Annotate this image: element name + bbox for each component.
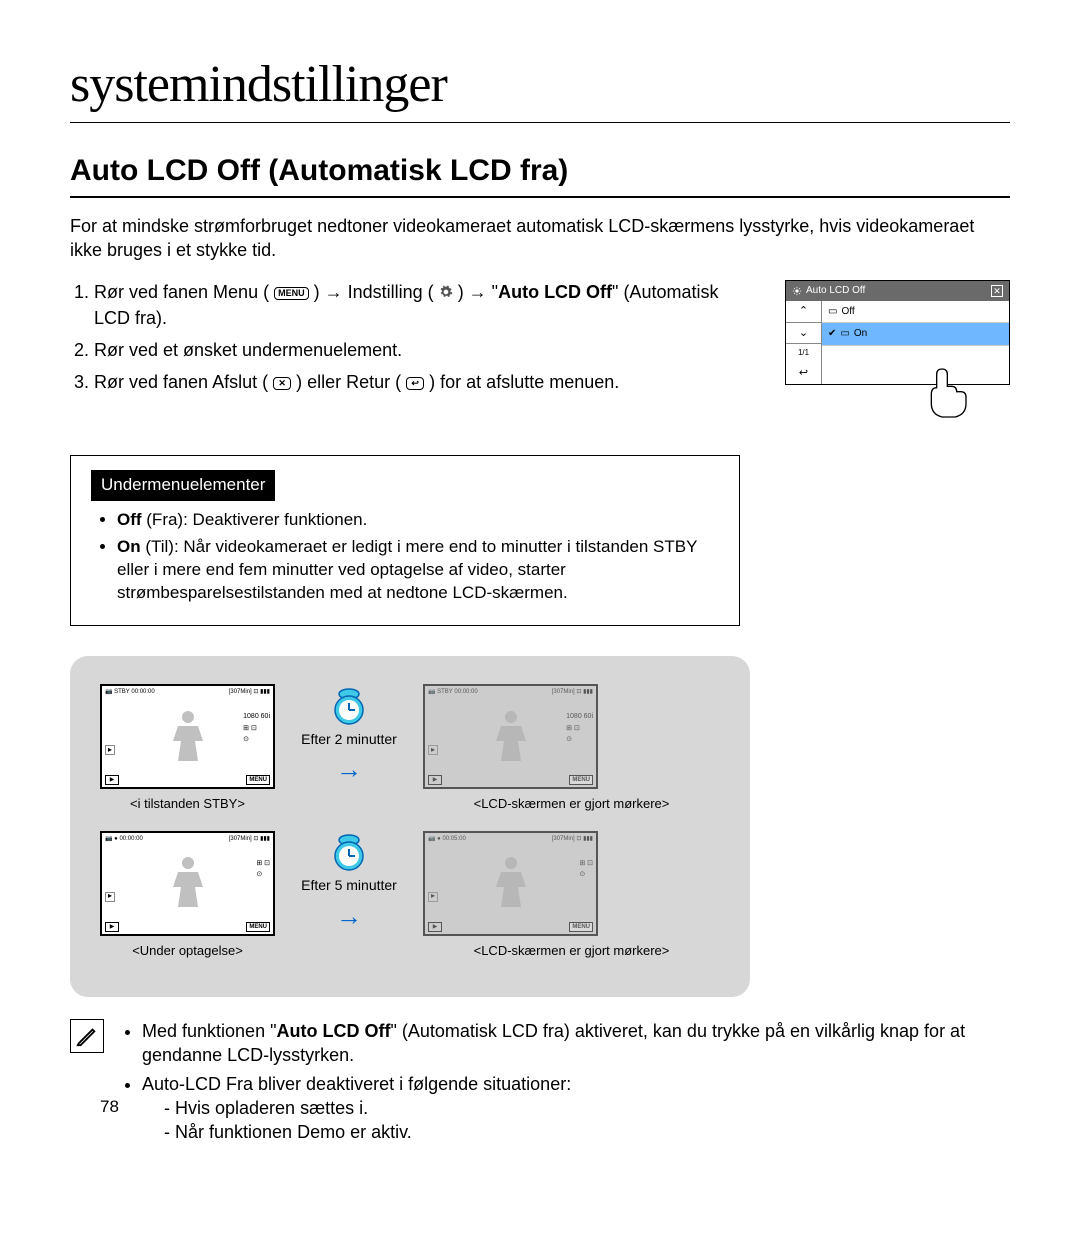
clock-icon (329, 686, 369, 726)
page-indicator: 1/1 (786, 344, 821, 363)
arrow-icon: → (336, 752, 362, 787)
close-icon: ✕ (991, 285, 1003, 297)
submenu-title: Undermenuelementer (91, 470, 275, 501)
caption-stby: <i tilstanden STBY> (100, 795, 275, 813)
step-3: Rør ved fanen Afslut ( ✕ ) eller Retur (… (94, 370, 755, 394)
page-header: systemindstillinger (70, 50, 1010, 123)
diagram-panel: 📷 STBY 00:00:00 [307Min] ⊡ ▮▮▮ 1080 60i⊞… (70, 656, 750, 997)
submenu-on: On (Til): Når videokameraet er ledigt i … (117, 536, 719, 605)
submenu-off: Off (Fra): Deaktiverer funktionen. (117, 509, 719, 532)
note-section: Med funktionen "Auto LCD Off" (Automatis… (70, 1019, 1010, 1148)
caption-dark-1: <LCD-skærmen er gjort mørkere> (423, 795, 720, 813)
page-number: 78 (100, 1096, 119, 1119)
caption-rec: <Under optagelse> (100, 942, 275, 960)
steps-list: Rør ved fanen Menu ( MENU ) → Indstillin… (70, 280, 755, 427)
lcd-rec: 📷 ● 00:00:00 [307Min] ⊡ ▮▮▮ ⊞ ⊡⊙ ▸ ▶ MEN… (100, 831, 275, 936)
mini-screen-preview: Auto LCD Off ✕ ⌃ ⌄ 1/1 ↩ ▭Off ✔ ▭On (785, 280, 1010, 427)
caption-dark-2: <LCD-skærmen er gjort mørkere> (423, 942, 720, 960)
submenu-box: Undermenuelementer Off (Fra): Deaktivere… (70, 455, 740, 626)
option-off: ▭Off (822, 301, 1009, 324)
step-1: Rør ved fanen Menu ( MENU ) → Indstillin… (94, 280, 755, 330)
step-2: Rør ved et ønsket undermenuelement. (94, 338, 755, 362)
play-icon: ▶ (105, 775, 119, 785)
option-on: ✔ ▭On (822, 323, 1009, 346)
gear-icon (792, 286, 802, 296)
silhouette-icon (163, 706, 213, 766)
back-button: ↩ (786, 363, 821, 384)
lcd-stby: 📷 STBY 00:00:00 [307Min] ⊡ ▮▮▮ 1080 60i⊞… (100, 684, 275, 789)
menu-icon: MENU (246, 775, 270, 785)
intro-paragraph: For at mindske strømforbruget nedtoner v… (70, 214, 1010, 263)
up-button: ⌃ (786, 301, 821, 323)
clock-icon (329, 832, 369, 872)
arrow-icon: → (336, 899, 362, 934)
gear-icon (439, 281, 453, 305)
note-1: Med funktionen "Auto LCD Off" (Automatis… (142, 1019, 1010, 1068)
close-icon: ✕ (273, 377, 291, 390)
mini-titlebar: Auto LCD Off ✕ (786, 281, 1009, 301)
hand-pointer-icon (915, 361, 1010, 427)
note-icon (70, 1019, 104, 1053)
note-2: Auto-LCD Fra bliver deaktiveret i følgen… (142, 1072, 1010, 1145)
back-icon: ↩ (406, 377, 424, 390)
lcd-rec-dark: 📷 ● 00:05:00 [307Min] ⊡ ▮▮▮ ⊞ ⊡⊙ ▸ ▶ MEN… (423, 831, 598, 936)
check-icon: ✔ (828, 327, 836, 341)
menu-icon: MENU (274, 287, 309, 300)
lcd-stby-dark: 📷 STBY 00:00:00 [307Min] ⊡ ▮▮▮ 1080 60i⊞… (423, 684, 598, 789)
down-button: ⌄ (786, 323, 821, 345)
section-title: Auto LCD Off (Automatisk LCD fra) (70, 151, 1010, 198)
